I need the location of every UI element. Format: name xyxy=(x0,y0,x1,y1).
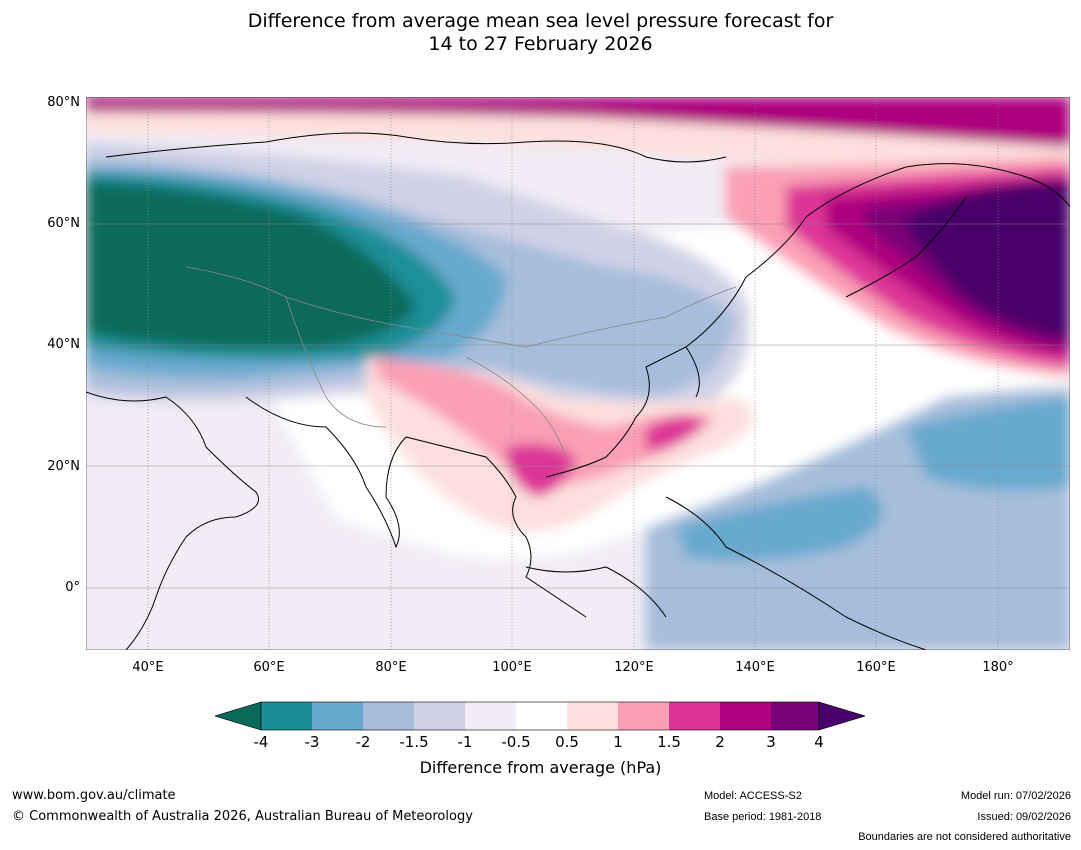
colorbar-tick: 3 xyxy=(766,733,776,751)
anomaly-seasia-pos-mid xyxy=(376,357,716,485)
colorbar-segment xyxy=(261,702,312,730)
anomaly-north-strong xyxy=(86,97,1070,147)
coastlines xyxy=(86,132,1070,650)
country-borders xyxy=(185,266,737,458)
colorbar-tick: -4 xyxy=(253,733,269,751)
colorbar-segment xyxy=(516,702,567,730)
colorbar-tick: 1 xyxy=(613,733,623,751)
colorbar-high-extend xyxy=(818,701,865,731)
colorbar-tick: 4 xyxy=(814,733,824,751)
footer-url[interactable]: www.bom.gov.au/climate xyxy=(12,788,176,803)
colorbar-tick: 2 xyxy=(715,733,725,751)
colorbar-segment xyxy=(465,702,516,730)
graticule xyxy=(86,97,1070,650)
colorbar-segment xyxy=(414,702,465,730)
anomaly-pacific-pos-max xyxy=(906,181,1070,337)
lat-label: 0° xyxy=(65,580,80,595)
anomaly-pacific-neg-mid xyxy=(676,487,882,561)
colorbar-segment xyxy=(720,702,771,730)
colorbar-segment xyxy=(567,702,618,730)
anomaly-pacific-neg-east xyxy=(906,397,1070,491)
colorbar-tick: -1.5 xyxy=(399,733,429,751)
lon-label: 160°E xyxy=(856,660,896,675)
lon-label: 180° xyxy=(982,660,1014,675)
anomaly-seasia-pos-east xyxy=(646,415,706,452)
colorbar-tick: -0.5 xyxy=(501,733,531,751)
lat-label: 60°N xyxy=(47,216,80,231)
lat-label: 80°N xyxy=(47,95,80,110)
footer-base-period: Base period: 1981-2018 xyxy=(704,811,822,823)
lon-label: 140°E xyxy=(735,660,775,675)
footer-disclaimer: Boundaries are not considered authoritat… xyxy=(858,831,1071,843)
lon-label: 40°E xyxy=(132,660,164,675)
footer-model-run: Model run: 07/02/2026 xyxy=(960,790,1071,802)
colorbar-segment xyxy=(618,702,669,730)
chart-title: Difference from average mean sea level p… xyxy=(0,10,1081,56)
anomaly-seasia-pos-strong xyxy=(506,443,576,497)
footer-model: Model: ACCESS-S2 xyxy=(704,790,802,802)
lon-label: 80°E xyxy=(375,660,407,675)
lon-label: 60°E xyxy=(253,660,285,675)
footer-copyright: © Commonwealth of Australia 2026, Austra… xyxy=(12,809,473,824)
colorbar-tick: -2 xyxy=(355,733,371,751)
colorbar xyxy=(215,701,865,731)
pressure-anomaly-map xyxy=(86,97,1070,650)
colorbar-low-extend xyxy=(215,701,262,731)
colorbar-segment xyxy=(312,702,363,730)
colorbar-tick: -1 xyxy=(457,733,473,751)
colorbar-tick: 1.5 xyxy=(657,733,681,751)
colorbar-segment xyxy=(771,702,819,730)
colorbar-segment xyxy=(363,702,414,730)
colorbar-tick: 0.5 xyxy=(555,733,579,751)
footer-issued: Issued: 09/02/2026 xyxy=(977,811,1071,823)
colorbar-segment xyxy=(669,702,720,730)
lat-label: 20°N xyxy=(47,459,80,474)
colorbar-tick: -3 xyxy=(304,733,320,751)
lat-label: 40°N xyxy=(47,337,80,352)
lon-label: 100°E xyxy=(492,660,532,675)
title-line-2: 14 to 27 February 2026 xyxy=(428,33,653,55)
title-line-1: Difference from average mean sea level p… xyxy=(247,10,834,32)
lon-label: 120°E xyxy=(614,660,654,675)
colorbar-label: Difference from average (hPa) xyxy=(419,758,662,777)
